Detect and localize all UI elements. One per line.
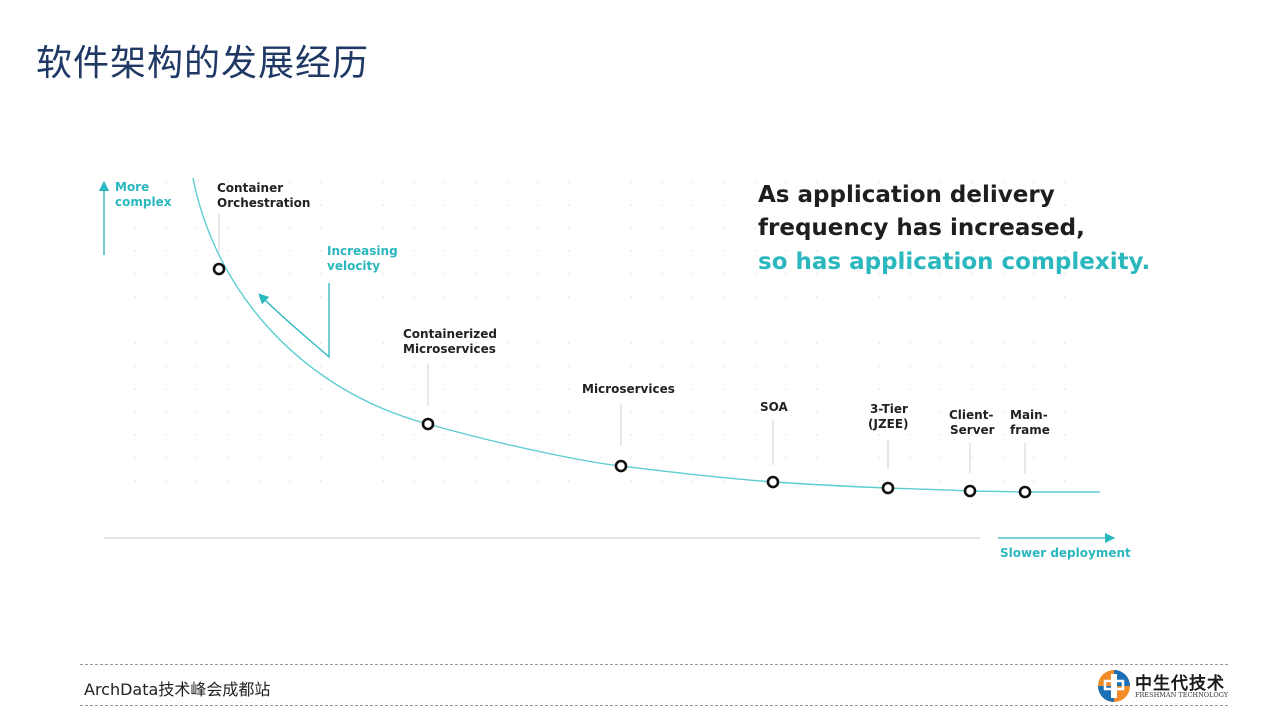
footer-event-name: ArchData技术峰会成都站 bbox=[84, 680, 271, 699]
headline-line3: so has application complexity. bbox=[758, 249, 1150, 275]
stage-label-soa: SOA bbox=[760, 400, 789, 414]
y-axis-label-line1: More bbox=[115, 180, 149, 194]
footer-divider-bottom bbox=[80, 705, 1228, 706]
stage-node-containerized-microservices bbox=[421, 417, 435, 431]
background-dot-grid bbox=[103, 181, 1097, 505]
headline-line2: frequency has increased, bbox=[758, 215, 1085, 241]
y-axis-label-line2: complex bbox=[115, 195, 172, 209]
stage-label-container-orchestration-line2: Orchestration bbox=[217, 196, 310, 210]
footer-divider-top bbox=[80, 664, 1228, 665]
stage-label-mainframe-line1: Main- bbox=[1010, 408, 1048, 422]
slide-title: 软件架构的发展经历 bbox=[36, 43, 370, 84]
freshman-technology-logo: 中生代技术 FRESHMAN TECHNOLOGY bbox=[1097, 668, 1229, 704]
stage-label-mainframe-line2: frame bbox=[1010, 423, 1050, 437]
logo-emblem-icon bbox=[1098, 670, 1130, 702]
stage-node-3-tier bbox=[881, 481, 895, 495]
stage-label-3-tier-line1: 3-Tier bbox=[870, 402, 908, 416]
architecture-evolution-diagram: More complex Slower deployment Increasin… bbox=[98, 177, 1150, 560]
stage-label-3-tier-line2: (JZEE) bbox=[868, 417, 909, 431]
stage-node-microservices bbox=[614, 459, 628, 473]
velocity-label-line2: velocity bbox=[327, 259, 380, 273]
stage-node-mainframe bbox=[1018, 485, 1032, 499]
headline-line1: As application delivery bbox=[758, 182, 1055, 208]
velocity-arrow bbox=[258, 283, 330, 359]
stage-label-container-orchestration-line1: Container bbox=[217, 181, 283, 195]
stage-node-client-server bbox=[963, 484, 977, 498]
stage-node-container-orchestration bbox=[212, 262, 226, 276]
logo-name: 中生代技术 bbox=[1135, 674, 1225, 694]
stage-label-client-server-line2: Server bbox=[950, 423, 995, 437]
stage-node-soa bbox=[766, 475, 780, 489]
stage-label-microservices: Microservices bbox=[582, 382, 675, 396]
velocity-label-line1: Increasing bbox=[327, 244, 398, 258]
x-axis-label: Slower deployment bbox=[1000, 546, 1131, 560]
stage-label-client-server-line1: Client- bbox=[949, 408, 993, 422]
logo-subtitle: FRESHMAN TECHNOLOGY bbox=[1135, 691, 1229, 699]
stage-label-containerized-microservices-line2: Microservices bbox=[403, 342, 496, 356]
stage-label-containerized-microservices-line1: Containerized bbox=[403, 327, 497, 341]
